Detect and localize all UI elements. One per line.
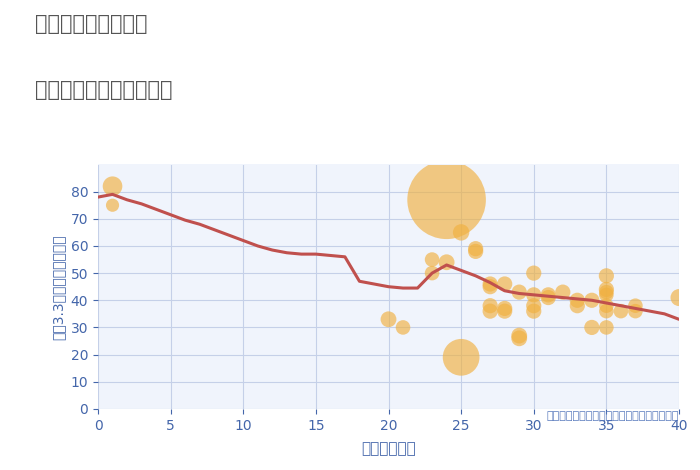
Point: [601, 307, 612, 315]
Point: [528, 302, 539, 309]
Point: [398, 324, 409, 331]
Point: [615, 307, 626, 315]
Point: [499, 307, 510, 315]
Point: [542, 294, 554, 301]
Point: [587, 324, 598, 331]
Point: [630, 307, 641, 315]
Point: [601, 289, 612, 296]
Point: [601, 286, 612, 293]
Point: [441, 258, 452, 266]
Point: [456, 228, 467, 236]
X-axis label: 築年数（年）: 築年数（年）: [361, 441, 416, 456]
Point: [630, 302, 641, 309]
Point: [528, 269, 539, 277]
Point: [470, 245, 482, 252]
Point: [456, 353, 467, 361]
Point: [542, 291, 554, 298]
Point: [470, 248, 482, 255]
Point: [426, 256, 438, 263]
Point: [484, 307, 496, 315]
Point: [107, 182, 118, 190]
Point: [601, 302, 612, 309]
Point: [587, 297, 598, 304]
Point: [601, 291, 612, 298]
Point: [601, 272, 612, 280]
Point: [484, 283, 496, 290]
Point: [673, 294, 685, 301]
Point: [528, 307, 539, 315]
Point: [601, 324, 612, 331]
Text: 築年数別中古戸建て価格: 築年数別中古戸建て価格: [35, 80, 172, 100]
Point: [499, 280, 510, 288]
Point: [514, 332, 525, 339]
Text: 円の大きさは、取引のあった物件面積を示す: 円の大きさは、取引のあった物件面積を示す: [547, 411, 679, 421]
Point: [572, 302, 583, 309]
Point: [499, 305, 510, 312]
Point: [528, 291, 539, 298]
Y-axis label: 坪（3.3㎡）単価（万円）: 坪（3.3㎡）単価（万円）: [51, 234, 65, 339]
Point: [484, 280, 496, 288]
Point: [383, 315, 394, 323]
Point: [426, 269, 438, 277]
Point: [107, 202, 118, 209]
Point: [484, 302, 496, 309]
Point: [441, 196, 452, 204]
Point: [514, 289, 525, 296]
Point: [572, 297, 583, 304]
Point: [514, 335, 525, 342]
Point: [557, 289, 568, 296]
Text: 千葉県佐倉市宮前の: 千葉県佐倉市宮前の: [35, 14, 148, 34]
